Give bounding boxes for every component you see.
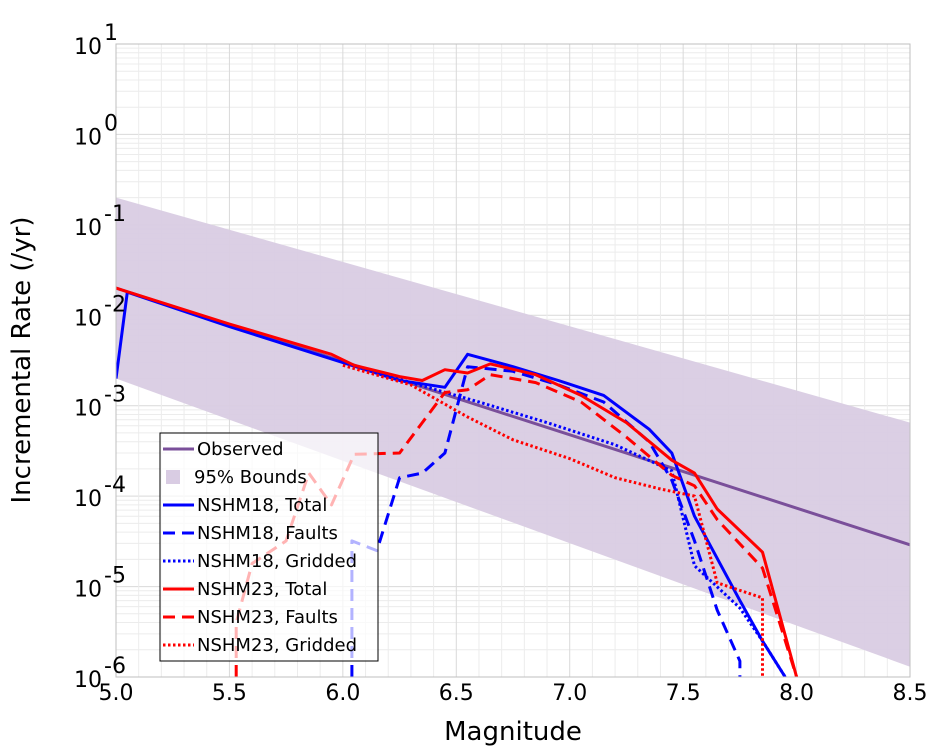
x-tick-label: 6.0 xyxy=(325,681,360,706)
y-tick-exponent: -2 xyxy=(104,292,126,317)
legend-label: NSHM18, Gridded xyxy=(197,551,357,572)
y-tick-exponent: -5 xyxy=(104,564,126,589)
y-tick-exponent: -6 xyxy=(104,654,126,679)
legend: Observed 95% Bounds NSHM18, Total NSHM18, F… xyxy=(159,432,379,662)
x-tick-label: 5.0 xyxy=(99,681,134,706)
legend-entry: NSHM18, Gridded xyxy=(163,551,357,572)
legend-entry: NSHM23, Total xyxy=(163,579,327,600)
y-axis-title: Incremental Rate (/yr) xyxy=(7,217,37,504)
legend-entry: Observed xyxy=(163,439,284,460)
y-tick-base: 10 xyxy=(74,125,102,150)
legend-label: NSHM23, Gridded xyxy=(197,635,357,656)
y-tick-exponent: -3 xyxy=(104,383,126,408)
legend-label: Observed xyxy=(197,439,284,460)
y-tick-base: 10 xyxy=(74,578,102,603)
x-tick-label: 7.5 xyxy=(666,681,701,706)
y-tick-label: 10-4 xyxy=(74,473,126,512)
legend-label: NSHM18, Faults xyxy=(197,523,338,544)
legend-box xyxy=(159,432,379,662)
y-tick-base: 10 xyxy=(74,35,102,60)
legend-swatch xyxy=(166,470,180,484)
series-line-nshm23-gridded xyxy=(342,363,764,677)
legend-entry: NSHM23, Faults xyxy=(163,607,338,628)
plot-frame xyxy=(115,43,911,678)
x-tick-labels: 5.0 5.5 6.0 6.5 7.0 7.5 8.0 8.5 xyxy=(99,681,928,706)
x-tick-label: 8.0 xyxy=(779,681,814,706)
legend-label: 95% Bounds xyxy=(194,467,307,488)
y-tick-base: 10 xyxy=(74,216,102,241)
legend-label: NSHM23, Total xyxy=(197,579,327,600)
x-tick-label: 5.5 xyxy=(212,681,247,706)
y-tick-label: 10-5 xyxy=(74,564,126,603)
y-tick-exponent: 0 xyxy=(104,111,118,136)
y-tick-exponent: 1 xyxy=(104,21,118,46)
series-line-nshm18-faults xyxy=(350,365,742,677)
y-tick-base: 10 xyxy=(74,487,102,512)
y-tick-label: 10-2 xyxy=(74,292,126,331)
y-tick-exponent: -4 xyxy=(104,473,126,498)
series-line-nshm23-total xyxy=(116,286,799,677)
legend-label: NSHM23, Faults xyxy=(197,607,338,628)
legend-entry: NSHM18, Faults xyxy=(163,523,338,544)
legend-entry: NSHM23, Gridded xyxy=(163,635,357,656)
y-tick-base: 10 xyxy=(74,306,102,331)
x-tick-label: 8.5 xyxy=(893,681,928,706)
legend-label: NSHM18, Total xyxy=(197,495,327,516)
y-tick-base: 10 xyxy=(74,397,102,422)
legend-entry: 95% Bounds xyxy=(166,467,307,488)
y-tick-label: 100 xyxy=(74,111,118,150)
x-tick-label: 7.0 xyxy=(552,681,587,706)
y-tick-label: 101 xyxy=(74,21,118,60)
y-tick-label: 10-3 xyxy=(74,383,126,422)
x-axis-title: Magnitude xyxy=(444,717,582,747)
y-tick-exponent: -1 xyxy=(104,202,126,227)
x-tick-label: 6.5 xyxy=(439,681,474,706)
y-tick-label: 10-6 xyxy=(74,654,126,693)
series-layer xyxy=(116,286,910,677)
y-tick-label: 10-1 xyxy=(74,202,126,241)
y-tick-base: 10 xyxy=(74,668,102,693)
series-line-nshm23-faults xyxy=(234,373,799,677)
legend-entry: NSHM18, Total xyxy=(163,495,327,516)
